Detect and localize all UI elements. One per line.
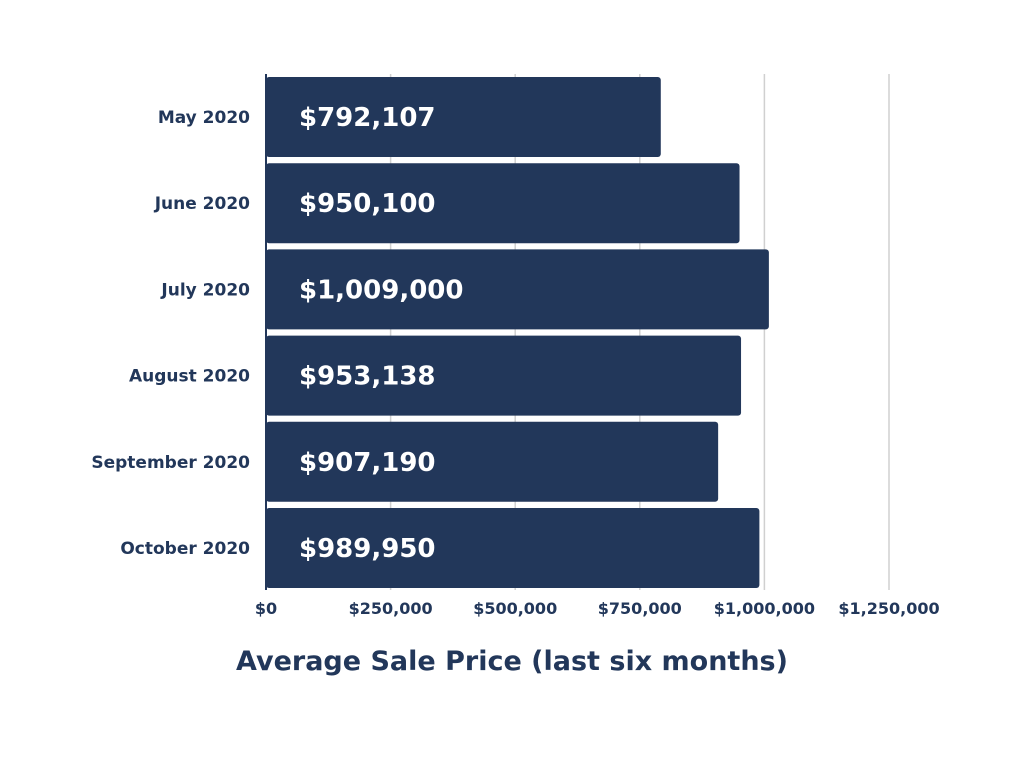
bars: [266, 77, 769, 588]
bar-value-labels: $792,107 $950,100 $1,009,000 $953,138 $907,1…: [299, 103, 463, 564]
bar: [266, 421, 719, 502]
x-tick-labels: $0 $250,000 $500,000 $750,000 $1,000,000 $1,2…: [255, 599, 940, 618]
grid-lines: [389, 74, 890, 590]
bar: [266, 163, 740, 244]
x-tick-label: $750,000: [598, 599, 682, 618]
category-label: May 2020: [158, 108, 250, 128]
bar-value-label: $989,950: [299, 534, 436, 564]
chart-title: Average Sale Price (last six months): [236, 646, 788, 677]
category-labels: May 2020 June 2020 July 2020 August 2020 Sep…: [91, 108, 250, 559]
bar-value-label: $907,190: [299, 448, 436, 478]
category-label: September 2020: [91, 453, 250, 473]
bar-value-label: $950,100: [299, 189, 436, 219]
bar: [266, 77, 661, 157]
bar: [266, 249, 769, 330]
bar: [266, 335, 742, 416]
bar-value-label: $1,009,000: [299, 275, 463, 305]
x-tick-label: $1,000,000: [714, 599, 815, 618]
category-label: June 2020: [154, 194, 250, 214]
bar: [266, 508, 760, 588]
x-tick-label: $0: [255, 599, 277, 618]
bar-value-label: $792,107: [299, 103, 436, 133]
x-tick-label: $500,000: [473, 599, 557, 618]
category-label: July 2020: [160, 280, 250, 300]
category-label: October 2020: [120, 539, 250, 559]
x-tick-label: $250,000: [349, 599, 433, 618]
x-tick-label: $1,250,000: [838, 599, 939, 618]
category-label: August 2020: [129, 367, 250, 387]
bar-value-label: $953,138: [299, 362, 436, 392]
